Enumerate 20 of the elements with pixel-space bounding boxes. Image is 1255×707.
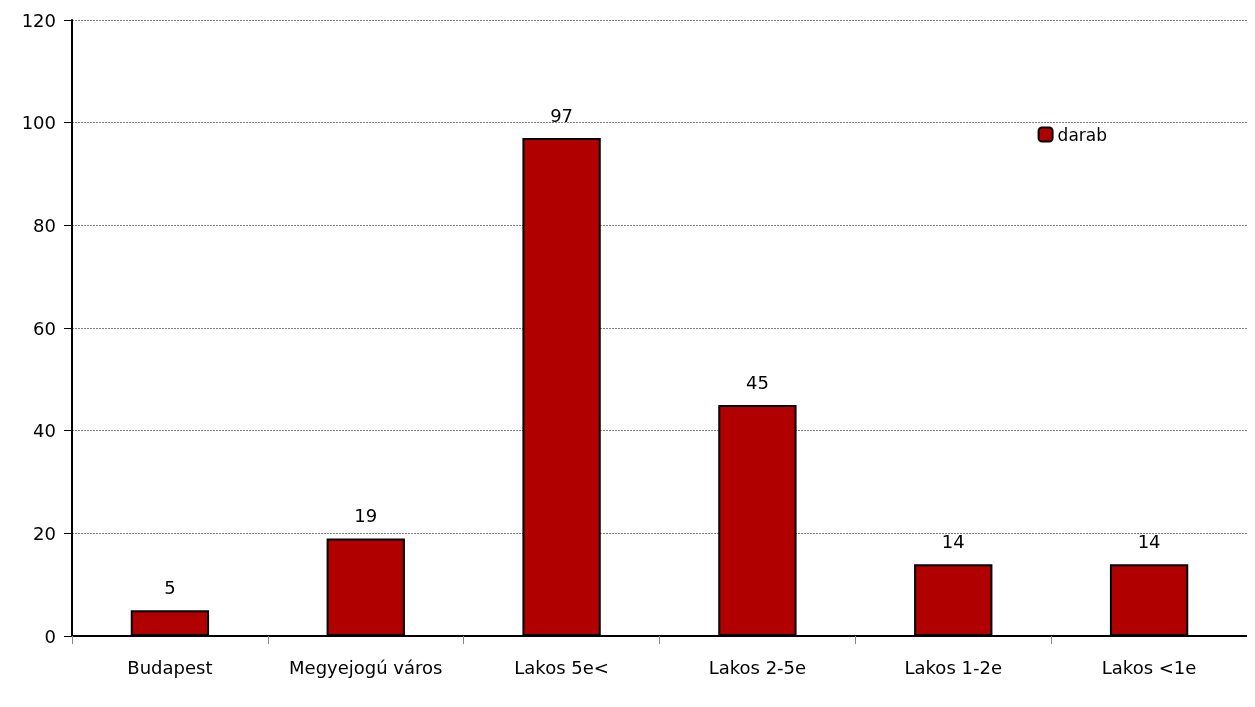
y-tick-label: 0 [44, 625, 56, 647]
x-tick-label: Lakos 1-2e [904, 656, 1002, 678]
y-tick-label: 120 [21, 9, 56, 31]
x-tick-label: Lakos <1e [1101, 656, 1197, 678]
y-tick-label: 100 [21, 112, 56, 134]
x-tick-label: Lakos 2-5e [708, 656, 807, 678]
y-tick-label: 80 [33, 214, 56, 236]
y-tick-label: 40 [33, 420, 56, 442]
legend-label: darab [1057, 124, 1107, 145]
data-label: 14 [941, 530, 965, 552]
data-label: 14 [1137, 530, 1161, 552]
data-label: 45 [745, 371, 769, 393]
data-label: 97 [550, 104, 574, 126]
x-tick-label: Budapest [127, 656, 213, 678]
y-tick-label: 60 [33, 317, 56, 339]
x-tick-label: Lakos 5e< [514, 656, 609, 678]
y-tick-label: 20 [33, 522, 56, 544]
data-label: 19 [354, 504, 378, 526]
x-tick-label: Megyejogú város [289, 656, 443, 678]
data-label: 5 [164, 576, 176, 598]
